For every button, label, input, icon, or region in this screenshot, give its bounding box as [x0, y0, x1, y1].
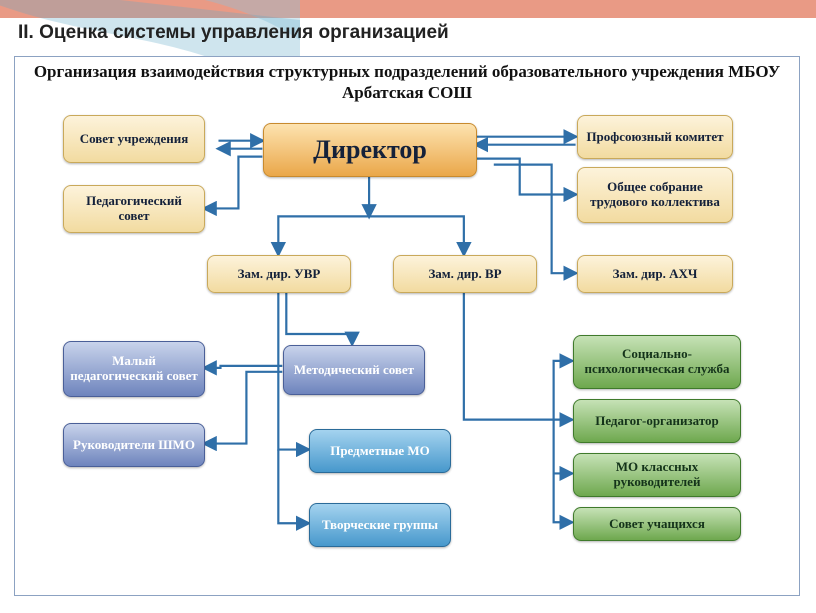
node-director: Директор: [263, 123, 477, 177]
org-chart-frame: Организация взаимодействия структурных п…: [14, 56, 800, 596]
node-zam_ahch: Зам. дир. АХЧ: [577, 255, 733, 293]
node-mo_klass: МО классных руководителей: [573, 453, 741, 497]
node-sovet_uch: Совет учащихся: [573, 507, 741, 541]
node-sovet_uchr: Совет учреждения: [63, 115, 205, 163]
node-profkom: Профсоюзный комитет: [577, 115, 733, 159]
node-zam_uvr: Зам. дир. УВР: [207, 255, 351, 293]
top-decor-bar: [0, 0, 816, 18]
node-obshee: Общее собрание трудового коллектива: [577, 167, 733, 223]
node-predm_mo: Предметные МО: [309, 429, 451, 473]
node-zam_vr: Зам. дир. ВР: [393, 255, 537, 293]
node-metod: Методический совет: [283, 345, 425, 395]
node-pedsovet: Педагогический совет: [63, 185, 205, 233]
node-ped_org: Педагог-организатор: [573, 399, 741, 443]
slide-title: II. Оценка системы управления организаци…: [18, 22, 449, 44]
chart-title: Организация взаимодействия структурных п…: [15, 61, 799, 104]
node-sps: Социально-психологическая служба: [573, 335, 741, 389]
node-tvor: Творческие группы: [309, 503, 451, 547]
node-ruk_shmo: Руководители ШМО: [63, 423, 205, 467]
slide: II. Оценка системы управления организаци…: [0, 0, 816, 613]
node-maly_ps: Малый педагогический совет: [63, 341, 205, 397]
